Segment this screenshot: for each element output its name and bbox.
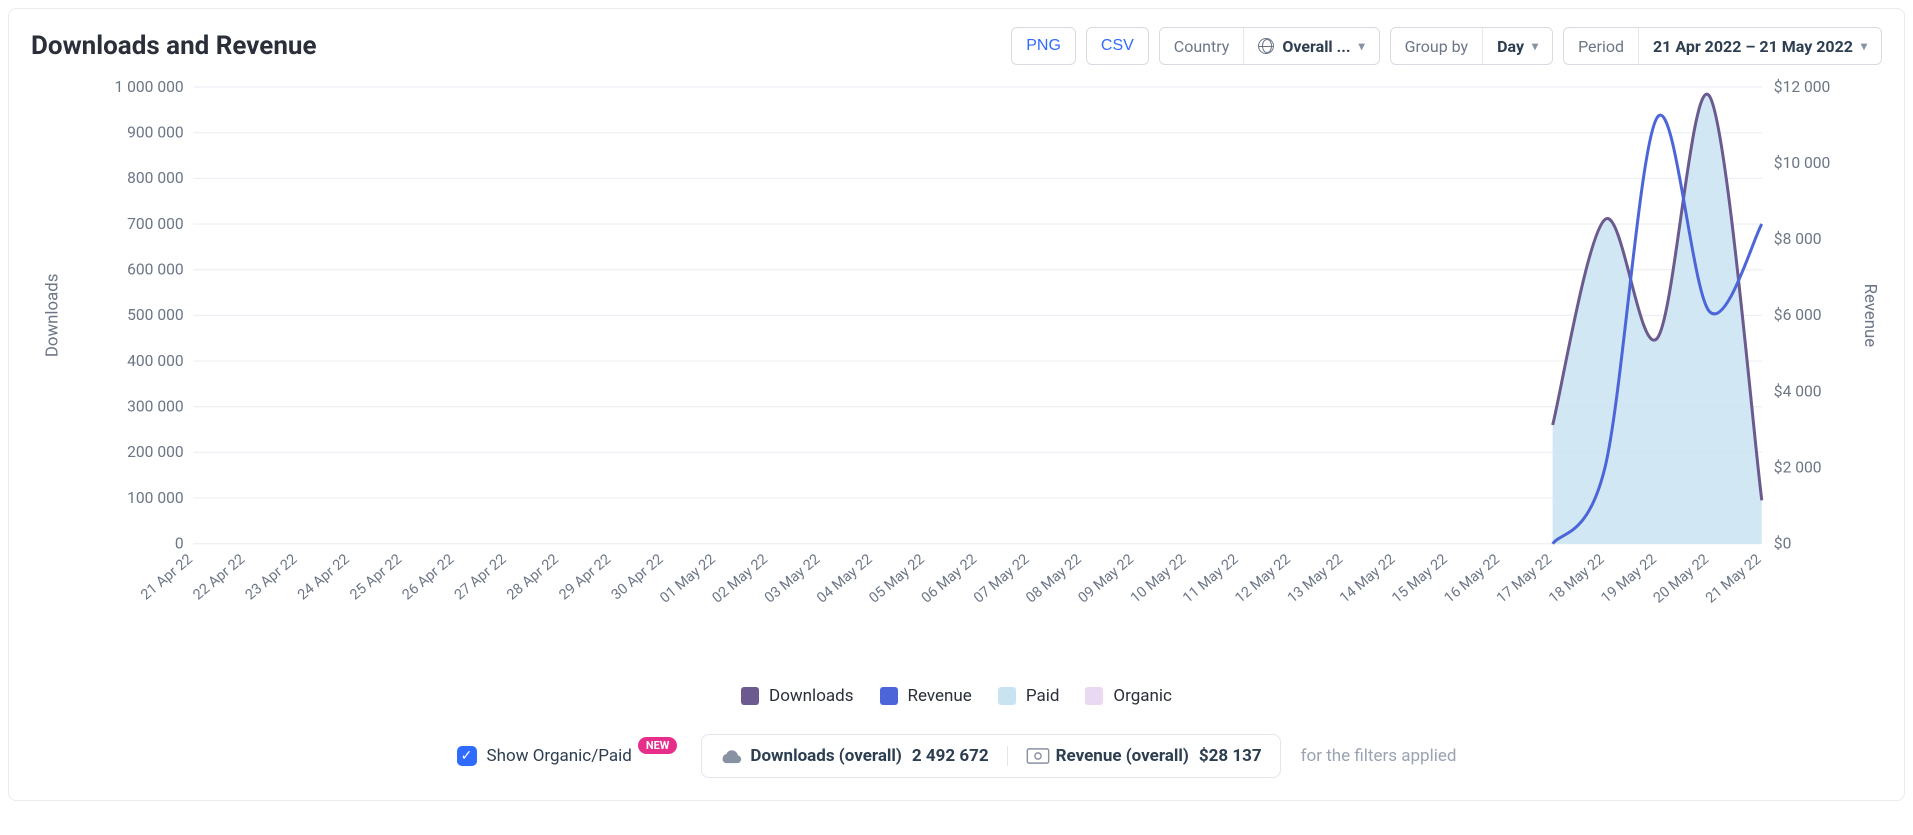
- legend-organic-label: Organic: [1113, 686, 1172, 706]
- new-badge: NEW: [638, 737, 678, 754]
- downloads-revenue-card: Downloads and Revenue PNG CSV Country Ov…: [8, 8, 1905, 801]
- svg-text:07 May 22: 07 May 22: [970, 551, 1032, 607]
- swatch-revenue: [880, 687, 898, 705]
- money-icon: [1026, 748, 1046, 764]
- legend: Downloads Revenue Paid Organic: [31, 686, 1882, 706]
- svg-text:21 Apr 22: 21 Apr 22: [137, 551, 195, 604]
- cloud-download-icon: [720, 748, 740, 764]
- footer-row: ✓ Show Organic/Paid NEW Downloads (overa…: [31, 734, 1882, 778]
- legend-downloads-label: Downloads: [769, 686, 853, 706]
- period-value: 21 Apr 2022 – 21 May 2022: [1653, 37, 1853, 56]
- chevron-down-icon: ▾: [1861, 39, 1867, 53]
- country-value: Overall ...: [1282, 37, 1350, 56]
- groupby-label: Group by: [1391, 28, 1484, 64]
- svg-text:13 May 22: 13 May 22: [1284, 551, 1346, 607]
- svg-text:800 000: 800 000: [127, 169, 184, 187]
- svg-text:20 May 22: 20 May 22: [1650, 551, 1712, 607]
- legend-paid[interactable]: Paid: [998, 686, 1060, 706]
- svg-text:Revenue: Revenue: [1860, 284, 1880, 348]
- svg-text:16 May 22: 16 May 22: [1441, 551, 1503, 607]
- svg-text:17 May 22: 17 May 22: [1493, 551, 1555, 607]
- svg-text:12 May 22: 12 May 22: [1232, 551, 1294, 607]
- chart-svg: 0 100 000 200 000 300 000 400 000 500 000 600 …: [31, 75, 1882, 676]
- checkbox-icon: ✓: [457, 746, 477, 766]
- groupby-value: Day: [1497, 37, 1524, 56]
- chevron-down-icon: ▾: [1359, 39, 1365, 53]
- svg-text:10 May 22: 10 May 22: [1127, 551, 1189, 607]
- groupby-selector[interactable]: Group by Day ▾: [1390, 27, 1553, 65]
- country-selector[interactable]: Country Overall ... ▾: [1159, 27, 1380, 65]
- legend-downloads[interactable]: Downloads: [741, 686, 853, 706]
- swatch-organic: [1085, 687, 1103, 705]
- svg-text:21 May 22: 21 May 22: [1702, 551, 1764, 607]
- svg-text:29 Apr 22: 29 Apr 22: [556, 551, 614, 604]
- page-title: Downloads and Revenue: [31, 31, 317, 61]
- revenue-overall: Revenue (overall) $28 137: [1007, 746, 1280, 766]
- swatch-paid: [998, 687, 1016, 705]
- svg-text:$0: $0: [1774, 535, 1792, 553]
- overall-stats: Downloads (overall) 2 492 672 Revenue (o…: [701, 734, 1280, 778]
- svg-text:08 May 22: 08 May 22: [1023, 551, 1085, 607]
- svg-text:27 Apr 22: 27 Apr 22: [451, 551, 509, 604]
- svg-text:24 Apr 22: 24 Apr 22: [294, 551, 352, 604]
- period-label: Period: [1564, 28, 1639, 64]
- svg-text:700 000: 700 000: [127, 215, 184, 233]
- downloads-overall: Downloads (overall) 2 492 672: [702, 746, 1006, 766]
- svg-text:100 000: 100 000: [127, 489, 184, 507]
- svg-text:900 000: 900 000: [127, 124, 184, 142]
- svg-text:02 May 22: 02 May 22: [709, 551, 771, 607]
- svg-text:1 000 000: 1 000 000: [114, 78, 183, 96]
- legend-revenue-label: Revenue: [908, 686, 972, 706]
- svg-text:11 May 22: 11 May 22: [1180, 551, 1242, 607]
- export-png-button[interactable]: PNG: [1011, 27, 1076, 65]
- globe-icon: [1258, 38, 1274, 54]
- svg-text:09 May 22: 09 May 22: [1075, 551, 1137, 607]
- swatch-downloads: [741, 687, 759, 705]
- svg-text:26 Apr 22: 26 Apr 22: [399, 551, 457, 604]
- svg-text:400 000: 400 000: [127, 352, 184, 370]
- downloads-overall-label: Downloads (overall): [750, 746, 902, 766]
- chevron-down-icon: ▾: [1532, 39, 1538, 53]
- svg-text:04 May 22: 04 May 22: [814, 551, 876, 607]
- svg-text:05 May 22: 05 May 22: [866, 551, 928, 607]
- svg-text:23 Apr 22: 23 Apr 22: [242, 551, 300, 604]
- header-row: Downloads and Revenue PNG CSV Country Ov…: [31, 27, 1882, 65]
- svg-text:01 May 22: 01 May 22: [657, 551, 719, 607]
- svg-text:Downloads: Downloads: [42, 274, 62, 358]
- country-label: Country: [1160, 28, 1245, 64]
- svg-text:300 000: 300 000: [127, 398, 184, 416]
- chart-area: 0 100 000 200 000 300 000 400 000 500 000 600 …: [31, 75, 1882, 680]
- svg-text:$12 000: $12 000: [1774, 78, 1831, 96]
- svg-text:600 000: 600 000: [127, 261, 184, 279]
- period-selector[interactable]: Period 21 Apr 2022 – 21 May 2022 ▾: [1563, 27, 1882, 65]
- svg-text:14 May 22: 14 May 22: [1336, 551, 1398, 607]
- svg-text:200 000: 200 000: [127, 443, 184, 461]
- filters-note: for the filters applied: [1301, 746, 1457, 766]
- legend-organic[interactable]: Organic: [1085, 686, 1172, 706]
- svg-text:$6 000: $6 000: [1774, 306, 1822, 324]
- svg-text:$10 000: $10 000: [1774, 154, 1831, 172]
- downloads-overall-value: 2 492 672: [912, 746, 989, 766]
- svg-text:$8 000: $8 000: [1774, 230, 1822, 248]
- revenue-overall-label: Revenue (overall): [1056, 746, 1189, 766]
- svg-text:28 Apr 22: 28 Apr 22: [503, 551, 561, 604]
- svg-text:25 Apr 22: 25 Apr 22: [347, 551, 405, 604]
- legend-revenue[interactable]: Revenue: [880, 686, 972, 706]
- svg-text:15 May 22: 15 May 22: [1389, 551, 1451, 607]
- svg-text:$4 000: $4 000: [1774, 382, 1822, 400]
- svg-text:03 May 22: 03 May 22: [761, 551, 823, 607]
- svg-text:$2 000: $2 000: [1774, 458, 1822, 476]
- svg-text:18 May 22: 18 May 22: [1546, 551, 1608, 607]
- revenue-overall-value: $28 137: [1199, 746, 1262, 766]
- show-organic-paid-label: Show Organic/Paid: [487, 746, 632, 766]
- svg-text:22 Apr 22: 22 Apr 22: [190, 551, 248, 604]
- show-organic-paid-toggle[interactable]: ✓ Show Organic/Paid NEW: [457, 746, 682, 766]
- svg-text:06 May 22: 06 May 22: [918, 551, 980, 607]
- legend-paid-label: Paid: [1026, 686, 1060, 706]
- svg-text:500 000: 500 000: [127, 306, 184, 324]
- svg-text:19 May 22: 19 May 22: [1598, 551, 1660, 607]
- export-csv-button[interactable]: CSV: [1086, 27, 1149, 65]
- svg-text:0: 0: [175, 535, 184, 553]
